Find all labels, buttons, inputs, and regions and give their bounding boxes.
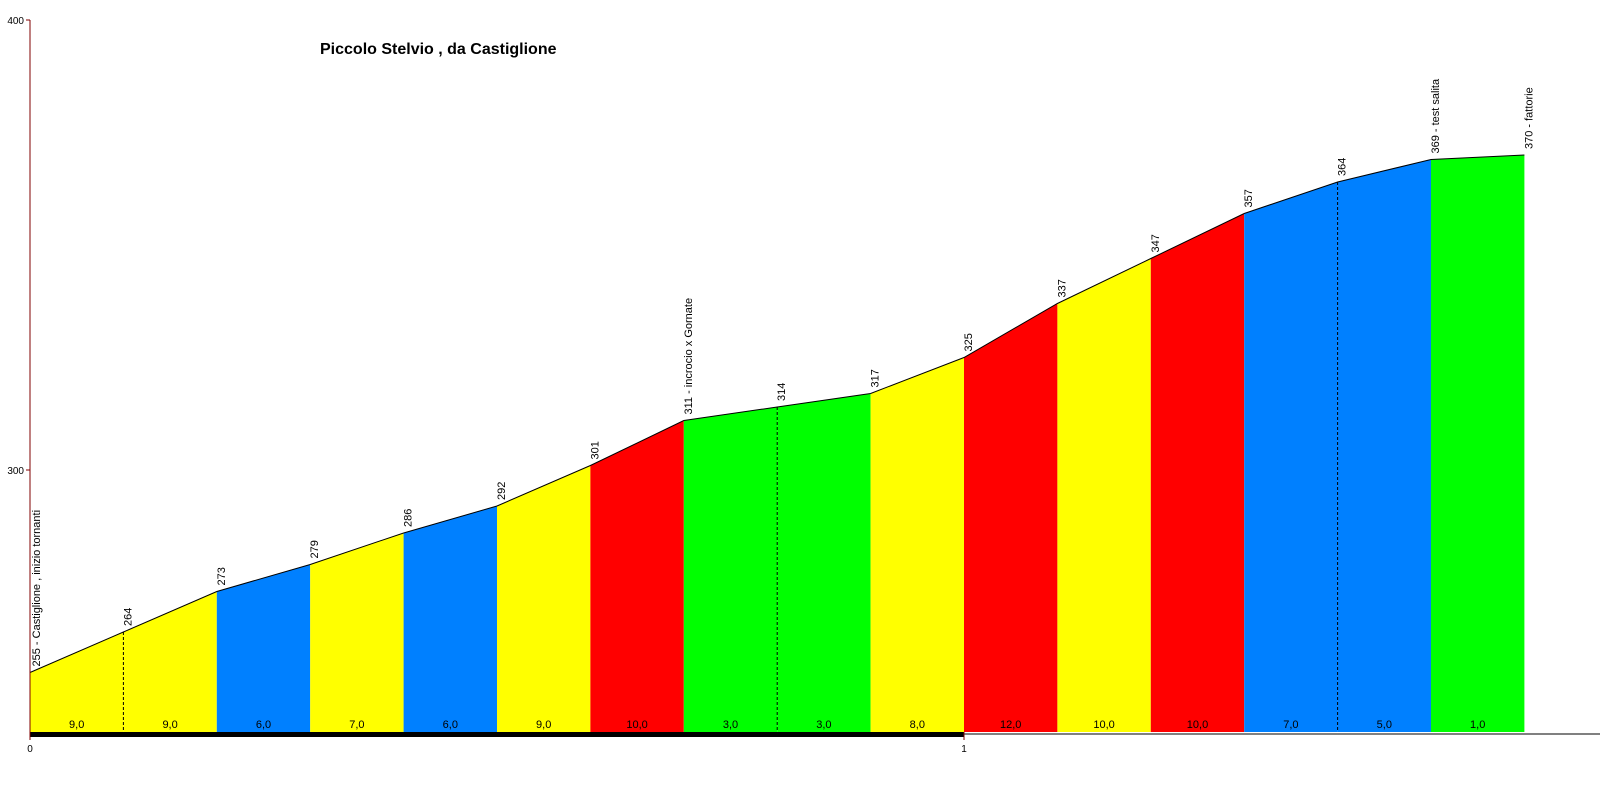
- elevation-label: 273: [216, 567, 228, 585]
- segment-gradient-label: 7,0: [1283, 719, 1298, 731]
- elevation-label: 314: [776, 383, 788, 401]
- segment-gradient-label: 1,0: [1470, 719, 1485, 731]
- segment-fill: [870, 357, 964, 732]
- elevation-label: 286: [403, 509, 415, 527]
- segment-fill: [1150, 213, 1245, 732]
- elevation-label: 264: [122, 608, 134, 626]
- segment-gradient-label: 12,0: [1000, 719, 1021, 731]
- segment-gradient-label: 6,0: [443, 719, 458, 731]
- segment-fill: [1244, 182, 1338, 732]
- x-tick-label: 1: [961, 744, 967, 755]
- segment-fill: [310, 533, 404, 732]
- segment-fill: [964, 303, 1058, 732]
- segment-gradient-label: 10,0: [626, 719, 647, 731]
- x-tick-label: 0: [27, 744, 33, 755]
- elevation-label: 292: [496, 482, 508, 500]
- segment-gradient-label: 10,0: [1187, 719, 1208, 731]
- elevation-label: 357: [1243, 189, 1255, 207]
- y-tick-label: 300: [7, 466, 24, 477]
- segment-gradient-label: 3,0: [723, 719, 738, 731]
- elevation-label: 255 - Castiglione , inizio tornanti: [31, 510, 43, 667]
- segment-gradient-label: 7,0: [349, 719, 364, 731]
- elevation-label: 364: [1337, 158, 1349, 176]
- segment-gradient-label: 9,0: [69, 719, 84, 731]
- elevation-label: 301: [589, 441, 601, 459]
- segment-fill: [123, 591, 217, 732]
- segment-fill: [590, 420, 684, 732]
- y-tick-label: 400: [7, 16, 24, 27]
- km-scale-bar: [30, 732, 964, 737]
- elevation-label: 317: [870, 369, 882, 387]
- elevation-label: 279: [309, 540, 321, 558]
- elevation-label: 311 - incrocio x Gornate: [683, 298, 695, 415]
- segment-gradient-label: 8,0: [910, 719, 925, 731]
- segment-fill: [1337, 159, 1431, 732]
- segment-gradient-label: 9,0: [536, 719, 551, 731]
- segment-fill: [497, 465, 591, 732]
- segment-gradient-label: 5,0: [1377, 719, 1392, 731]
- segment-fill: [1431, 155, 1525, 732]
- profile-outline: [29, 154, 1525, 673]
- elevation-label: 369 - test salita: [1430, 78, 1442, 153]
- segment-gradient-label: 10,0: [1093, 719, 1114, 731]
- elevation-label: 337: [1056, 279, 1068, 297]
- chart-title: Piccolo Stelvio , da Castiglione: [320, 41, 557, 58]
- segment-fill: [216, 564, 311, 732]
- segment-fill: [1057, 258, 1151, 732]
- segment-fill: [683, 407, 778, 732]
- elevation-label: 347: [1150, 234, 1162, 252]
- elevation-label: 370 - fattorie: [1523, 87, 1535, 149]
- segment-fill: [30, 632, 124, 732]
- segment-gradient-label: 9,0: [162, 719, 177, 731]
- segment-gradient-label: 6,0: [256, 719, 271, 731]
- elevation-label: 325: [963, 333, 975, 351]
- segment-fill: [777, 393, 871, 732]
- segment-fill: [403, 506, 497, 732]
- segment-gradient-label: 3,0: [816, 719, 831, 731]
